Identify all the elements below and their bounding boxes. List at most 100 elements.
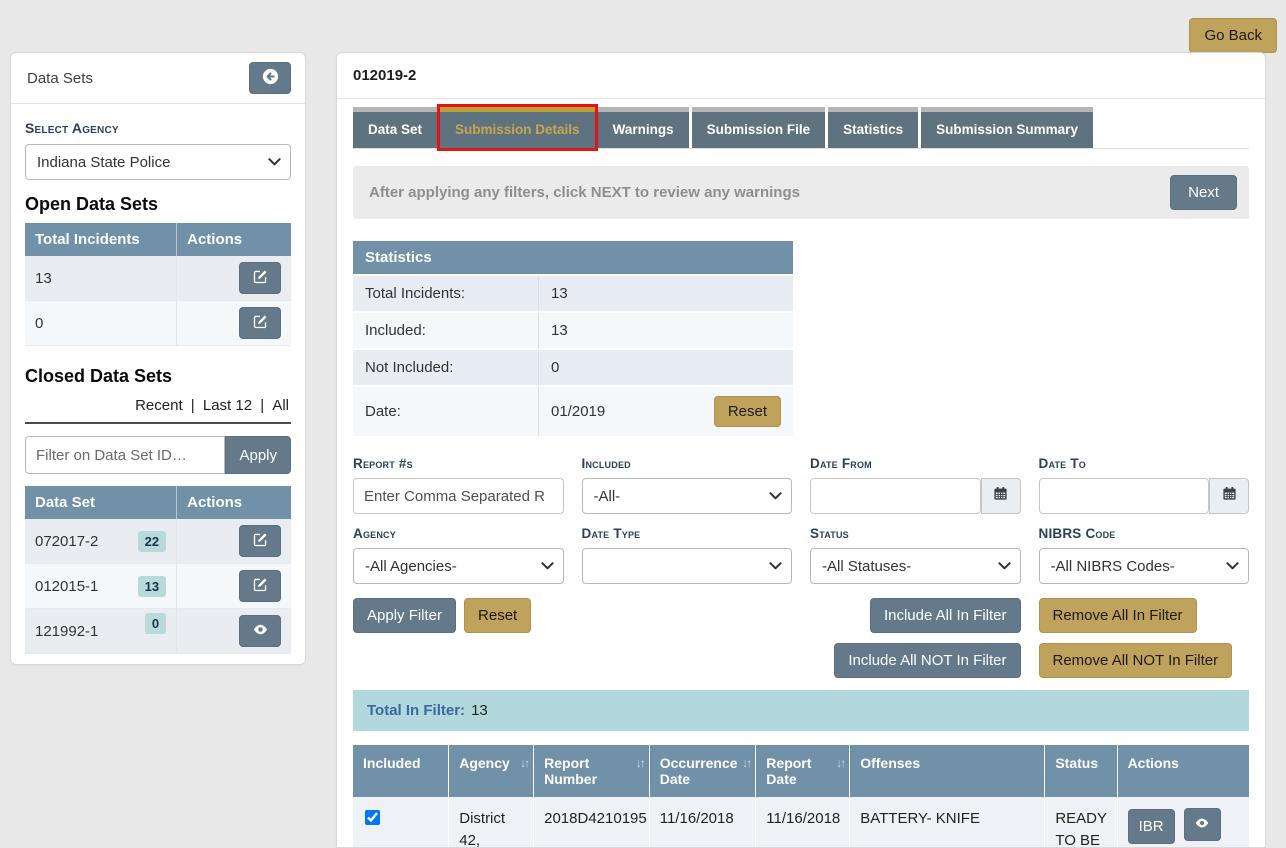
chevron-down-icon: [769, 562, 782, 571]
data-set-id: 121992-1: [35, 622, 99, 640]
date-to-input[interactable]: [1038, 478, 1209, 514]
agency-filter-value: -All Agencies-: [365, 557, 457, 575]
column-header-status: Status: [1044, 745, 1118, 797]
open-data-sets-heading: Open Data Sets: [25, 194, 159, 214]
filter-grid: Report #s Included -All- Date From Date …: [353, 446, 1249, 584]
filters-info-banner: After applying any filters, click NEXT t…: [353, 166, 1249, 219]
nibrs-code-select[interactable]: -All NIBRS Codes-: [1038, 548, 1249, 584]
edit-data-set-button[interactable]: [239, 307, 281, 339]
remove-all-in-filter-button[interactable]: Remove All In Filter: [1038, 598, 1197, 633]
go-back-button[interactable]: Go Back: [1189, 18, 1277, 53]
remove-all-not-in-filter-button[interactable]: Remove All NOT In Filter: [1038, 643, 1233, 678]
view-incident-button[interactable]: [1183, 808, 1221, 841]
date-from-input[interactable]: [810, 478, 981, 514]
date-type-label: Date Type: [581, 526, 641, 541]
incident-report-number: 2018D4210195: [533, 797, 650, 847]
column-header-actions: Actions: [176, 223, 291, 256]
collapse-sidebar-button[interactable]: [249, 62, 291, 94]
column-header-report-date[interactable]: Report Date ↓↑: [755, 745, 851, 797]
apply-data-set-filter-button[interactable]: Apply: [225, 436, 291, 474]
link-recent[interactable]: Recent: [135, 397, 183, 414]
agency-filter-label: Agency: [353, 526, 396, 541]
column-header-agency[interactable]: Agency ↓↑: [448, 745, 535, 797]
date-to-calendar-button[interactable]: [1209, 478, 1249, 514]
incident-count-badge: 22: [137, 530, 167, 552]
table-row: 121992-1 0: [25, 608, 291, 654]
table-row: 072017-2 22: [25, 519, 291, 564]
report-numbers-input[interactable]: [353, 478, 564, 514]
chevron-down-icon: [1226, 562, 1239, 571]
total-incidents-value: 0: [25, 300, 178, 346]
chevron-down-icon: [540, 562, 554, 571]
statistics-title: Statistics: [353, 241, 793, 274]
date-to-label: Date To: [1038, 456, 1086, 471]
stats-row: Included: 13: [353, 311, 793, 348]
table-row: 13: [25, 256, 291, 301]
stat-value: 0: [551, 359, 560, 376]
stat-label: Date:: [365, 403, 401, 420]
included-label: Included: [581, 456, 631, 471]
data-set-id-filter-input[interactable]: [25, 436, 226, 474]
total-in-filter-bar: Total In Filter: 13: [353, 690, 1249, 731]
column-header-occurrence-date[interactable]: Occurrence Date ↓↑: [649, 745, 757, 797]
open-data-sets-table: Total Incidents Actions 13 0: [25, 223, 291, 346]
tab-warnings[interactable]: Warnings: [597, 107, 689, 148]
reset-date-button[interactable]: Reset: [713, 396, 781, 427]
next-button[interactable]: Next: [1170, 175, 1237, 210]
column-header-report-number[interactable]: Report Number ↓↑: [533, 745, 650, 797]
included-select[interactable]: -All-: [581, 478, 792, 514]
circle-arrow-left-icon: [261, 67, 280, 89]
edit-data-set-button[interactable]: [239, 570, 281, 602]
reset-filter-button[interactable]: Reset: [464, 598, 532, 633]
sidebar-header: Data Sets: [11, 53, 305, 104]
incident-occurrence-date: 11/16/2018: [649, 797, 757, 847]
banner-message: After applying any filters, click NEXT t…: [369, 184, 800, 201]
stat-label: Not Included:: [365, 359, 454, 376]
date-from-calendar-button[interactable]: [980, 478, 1021, 514]
edit-pencil-icon: [253, 532, 268, 550]
edit-data-set-button[interactable]: [239, 525, 281, 557]
column-header-offenses: Offenses: [849, 745, 1046, 797]
tab-submission-details[interactable]: Submission Details: [437, 104, 598, 151]
table-row: 012015-1 13: [25, 563, 291, 609]
ibr-button[interactable]: IBR: [1127, 809, 1175, 844]
nibrs-code-value: -All NIBRS Codes-: [1050, 557, 1175, 575]
nibrs-code-label: NIBRS Code: [1038, 526, 1116, 541]
closed-data-sets-heading: Closed Data Sets: [25, 366, 173, 386]
tab-submission-file[interactable]: Submission File: [691, 107, 826, 148]
sort-icon: ↓↑: [742, 756, 752, 770]
link-last-12[interactable]: Last 12: [202, 397, 253, 414]
incident-count-badge: 13: [137, 575, 167, 597]
link-all[interactable]: All: [272, 397, 289, 414]
apply-filter-button[interactable]: Apply Filter: [353, 598, 457, 633]
include-all-in-filter-button[interactable]: Include All In Filter: [869, 598, 1021, 633]
status-filter-select[interactable]: -All Statuses-: [810, 548, 1021, 584]
sort-icon: ↓↑: [635, 756, 646, 770]
edit-data-set-button[interactable]: [239, 262, 281, 294]
tab-bar: Data Set Submission Details Warnings Sub…: [353, 104, 1249, 151]
total-incidents-value: 13: [25, 256, 178, 301]
sort-icon: ↓↑: [836, 756, 846, 770]
sidebar-title: Data Sets: [27, 69, 93, 87]
tab-data-set[interactable]: Data Set: [353, 107, 438, 148]
stat-value: 13: [551, 285, 568, 302]
total-in-filter-label: Total In Filter:: [367, 702, 466, 719]
stat-value: 01/2019: [551, 403, 606, 420]
chevron-down-icon: [769, 492, 782, 501]
view-data-set-button[interactable]: [239, 615, 281, 647]
filter-actions: Apply Filter Reset Include All In Filter…: [353, 598, 1249, 678]
incidents-table: Included Agency ↓↑ Report Number ↓↑ Occurr…: [353, 745, 1249, 847]
incident-count-badge: 0: [144, 612, 167, 634]
agency-filter-select[interactable]: -All Agencies-: [353, 548, 564, 584]
stats-row: Date: 01/2019 Reset: [353, 385, 793, 436]
date-type-select[interactable]: [581, 548, 792, 584]
include-all-not-in-filter-button[interactable]: Include All NOT In Filter: [834, 643, 1021, 678]
agency-select-value: Indiana State Police: [37, 153, 171, 171]
included-checkbox[interactable]: [365, 810, 380, 825]
tab-submission-summary[interactable]: Submission Summary: [921, 107, 1093, 148]
stats-row: Not Included: 0: [353, 348, 793, 385]
tab-statistics[interactable]: Statistics: [828, 107, 919, 148]
agency-select[interactable]: Indiana State Police: [25, 144, 291, 180]
incident-row: District 42, Versailles 2018D4210195 11/…: [353, 797, 1249, 847]
edit-pencil-icon: [253, 577, 268, 595]
